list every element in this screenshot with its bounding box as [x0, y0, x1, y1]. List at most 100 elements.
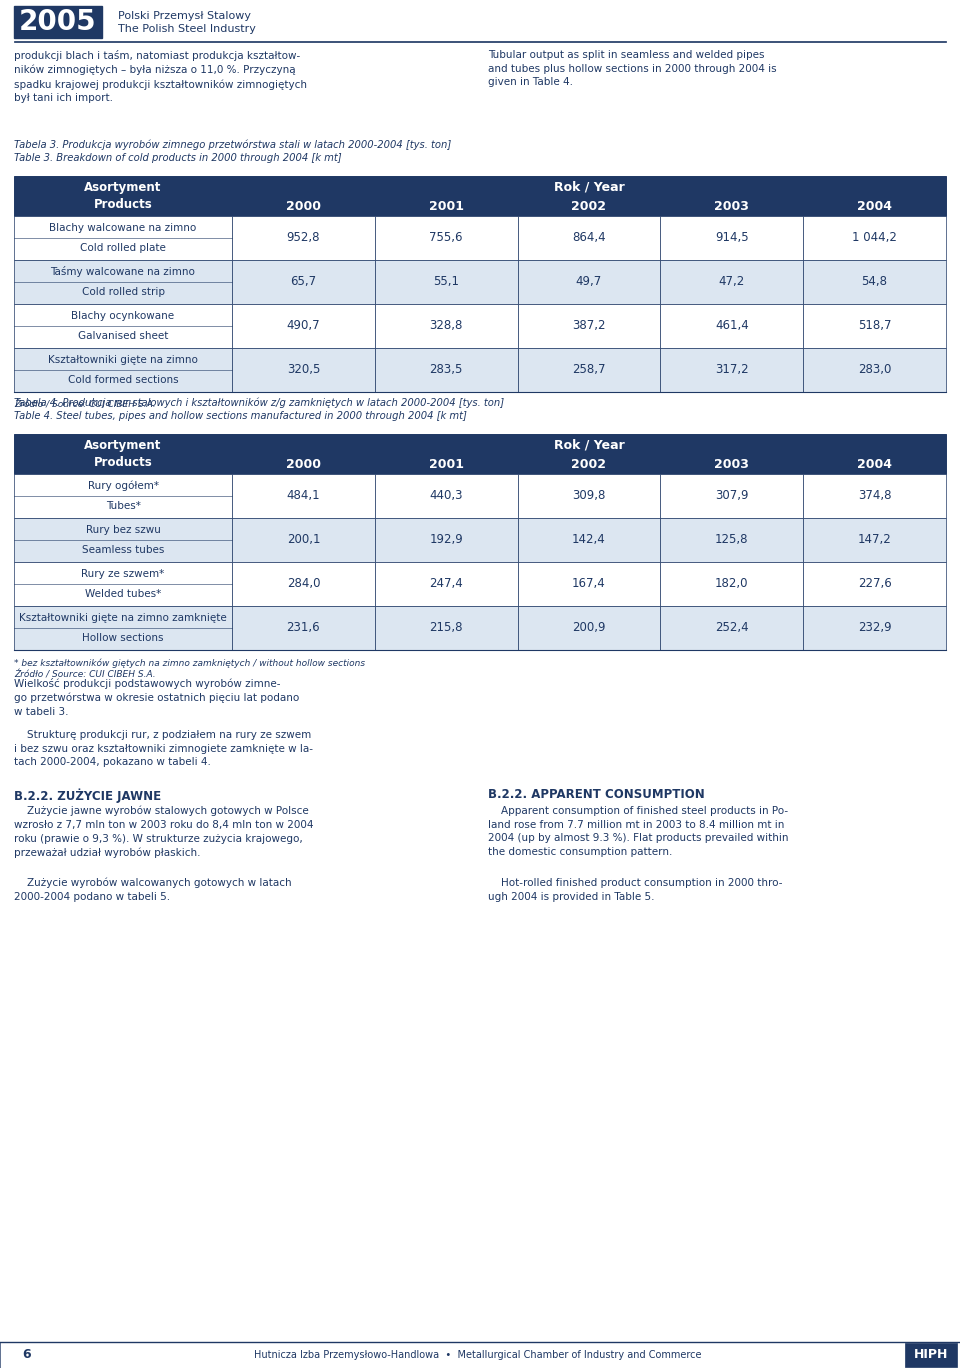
Bar: [232, 434, 946, 456]
Text: 2000: 2000: [286, 201, 321, 213]
Bar: [660, 518, 804, 562]
Text: 283,5: 283,5: [429, 364, 463, 376]
Text: 54,8: 54,8: [862, 275, 888, 289]
Text: 490,7: 490,7: [287, 320, 321, 332]
Text: 232,9: 232,9: [858, 621, 892, 635]
Text: 2001: 2001: [429, 458, 464, 472]
Bar: [14, 260, 232, 304]
Bar: [804, 562, 946, 606]
Text: Table 4. Steel tubes, pipes and hollow sections manufactured in 2000 through 200: Table 4. Steel tubes, pipes and hollow s…: [14, 410, 467, 421]
Bar: [517, 198, 660, 216]
Text: Asortyment
Products: Asortyment Products: [84, 439, 161, 468]
Bar: [374, 304, 517, 347]
Text: 1 044,2: 1 044,2: [852, 231, 897, 245]
Bar: [660, 347, 804, 393]
Bar: [517, 260, 660, 304]
Bar: [804, 606, 946, 650]
Text: 47,2: 47,2: [719, 275, 745, 289]
Bar: [374, 260, 517, 304]
Text: 200,9: 200,9: [572, 621, 606, 635]
Text: 461,4: 461,4: [715, 320, 749, 332]
Text: 2004: 2004: [857, 458, 892, 472]
Bar: [517, 456, 660, 473]
Text: 309,8: 309,8: [572, 490, 606, 502]
Bar: [804, 304, 946, 347]
Text: 755,6: 755,6: [429, 231, 463, 245]
Text: Blachy walcowane na zimno: Blachy walcowane na zimno: [49, 223, 197, 233]
Text: Tabela 3. Produkcja wyrobów zimnego przetwórstwa stali w latach 2000-2004 [tys. : Tabela 3. Produkcja wyrobów zimnego prze…: [14, 140, 451, 150]
Text: 387,2: 387,2: [572, 320, 606, 332]
Bar: [374, 473, 517, 518]
Text: 258,7: 258,7: [572, 364, 606, 376]
Text: 317,2: 317,2: [715, 364, 749, 376]
Bar: [517, 216, 660, 260]
Text: 55,1: 55,1: [433, 275, 459, 289]
Text: 307,9: 307,9: [715, 490, 749, 502]
Text: Blachy ocynkowane: Blachy ocynkowane: [71, 311, 175, 321]
Text: 320,5: 320,5: [287, 364, 320, 376]
Bar: [374, 518, 517, 562]
Text: Rury ogółem*: Rury ogółem*: [87, 480, 158, 491]
Text: Zużycie wyrobów walcowanych gotowych w latach
2000-2004 podano w tabeli 5.: Zużycie wyrobów walcowanych gotowych w l…: [14, 878, 292, 902]
Bar: [517, 562, 660, 606]
Bar: [232, 198, 374, 216]
Bar: [14, 176, 232, 216]
Bar: [660, 216, 804, 260]
Text: 374,8: 374,8: [858, 490, 891, 502]
Text: 328,8: 328,8: [429, 320, 463, 332]
Text: 192,9: 192,9: [429, 534, 463, 546]
Bar: [517, 606, 660, 650]
Text: 2003: 2003: [714, 458, 749, 472]
Text: 200,1: 200,1: [287, 534, 320, 546]
Bar: [232, 176, 946, 198]
Text: 182,0: 182,0: [715, 577, 749, 591]
Text: Rok / Year: Rok / Year: [554, 439, 624, 451]
Text: 2003: 2003: [714, 201, 749, 213]
Text: Asortyment
Products: Asortyment Products: [84, 182, 161, 211]
Text: 231,6: 231,6: [287, 621, 321, 635]
Text: 283,0: 283,0: [858, 364, 891, 376]
Text: 864,4: 864,4: [572, 231, 606, 245]
Bar: [14, 216, 232, 260]
Text: Rury ze szwem*: Rury ze szwem*: [82, 569, 164, 579]
Text: Kształtowniki gięte na zimno: Kształtowniki gięte na zimno: [48, 354, 198, 365]
Text: 2002: 2002: [571, 458, 607, 472]
Bar: [232, 562, 374, 606]
Text: 2001: 2001: [429, 201, 464, 213]
Text: produkcji blach i taśm, natomiast produkcja kształtow-
ników zimnogiętych – była: produkcji blach i taśm, natomiast produk…: [14, 51, 307, 103]
Bar: [804, 347, 946, 393]
Text: 125,8: 125,8: [715, 534, 749, 546]
Text: 284,0: 284,0: [287, 577, 320, 591]
Text: Wielkość produkcji podstawowych wyrobów zimne-
go przetwórstwa w okresie ostatni: Wielkość produkcji podstawowych wyrobów …: [14, 679, 300, 717]
Bar: [905, 1343, 957, 1367]
Text: 142,4: 142,4: [572, 534, 606, 546]
Text: 215,8: 215,8: [429, 621, 463, 635]
Text: B.2.2. ZUŻYCIE JAWNE: B.2.2. ZUŻYCIE JAWNE: [14, 788, 161, 803]
Text: Taśmy walcowane na zimno: Taśmy walcowane na zimno: [51, 267, 196, 278]
Text: 952,8: 952,8: [287, 231, 320, 245]
Text: 914,5: 914,5: [715, 231, 749, 245]
Bar: [0, 1342, 960, 1368]
Bar: [232, 518, 374, 562]
Bar: [660, 198, 804, 216]
Text: 65,7: 65,7: [290, 275, 317, 289]
Text: Tubular output as split in seamless and welded pipes
and tubes plus hollow secti: Tubular output as split in seamless and …: [488, 51, 777, 88]
Bar: [374, 198, 517, 216]
Text: Rok / Year: Rok / Year: [554, 181, 624, 193]
Text: Kształtowniki gięte na zimno zamknięte: Kształtowniki gięte na zimno zamknięte: [19, 613, 227, 622]
Bar: [14, 5, 102, 38]
Bar: [804, 216, 946, 260]
Text: Tabela 4. Produkcja rur stalowych i kształtowników z/g zamkniętych w latach 2000: Tabela 4. Produkcja rur stalowych i kszt…: [14, 398, 504, 408]
Text: Cold rolled strip: Cold rolled strip: [82, 287, 164, 297]
Bar: [232, 456, 374, 473]
Bar: [804, 518, 946, 562]
Bar: [660, 456, 804, 473]
Text: Galvanised sheet: Galvanised sheet: [78, 331, 168, 341]
Bar: [517, 518, 660, 562]
Text: Strukturę produkcji rur, z podziałem na rury ze szwem
i bez szwu oraz kształtown: Strukturę produkcji rur, z podziałem na …: [14, 731, 313, 767]
Bar: [232, 304, 374, 347]
Text: Seamless tubes: Seamless tubes: [82, 544, 164, 555]
Text: Rury bez szwu: Rury bez szwu: [85, 525, 160, 535]
Text: Hutnicza Izba Przemysłowo-Handlowa  •  Metallurgical Chamber of Industry and Com: Hutnicza Izba Przemysłowo-Handlowa • Met…: [254, 1350, 702, 1360]
Bar: [374, 562, 517, 606]
